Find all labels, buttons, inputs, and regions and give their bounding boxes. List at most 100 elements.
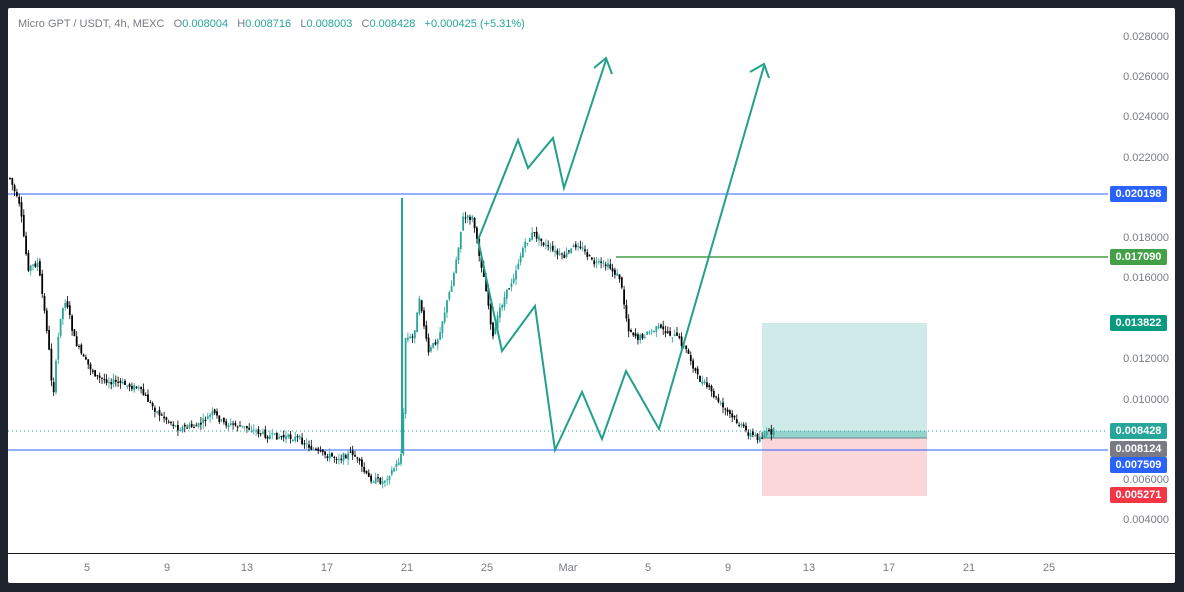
- candle-body: [248, 427, 251, 430]
- high-label: H: [237, 18, 246, 30]
- candle-body: [172, 424, 175, 426]
- candle-body: [563, 254, 566, 258]
- entry-band: [762, 431, 927, 438]
- x-tick: 25: [1042, 562, 1056, 574]
- candle-body: [538, 236, 540, 241]
- candle-body: [356, 457, 359, 459]
- candle-body: [372, 481, 375, 483]
- candle-body: [416, 312, 418, 333]
- candle-body: [209, 414, 211, 417]
- candle-body: [149, 402, 152, 404]
- candle-body: [607, 263, 609, 268]
- candle-body: [729, 410, 731, 414]
- candle-body: [255, 430, 257, 432]
- x-tick: 5: [644, 562, 652, 574]
- candle-body: [492, 322, 494, 337]
- resistance-price-tag: 0.020198: [1110, 186, 1167, 202]
- stop-zone[interactable]: [762, 438, 927, 496]
- candle-body: [565, 252, 568, 258]
- candle-body: [432, 343, 435, 348]
- projection-path-2[interactable]: [477, 65, 765, 454]
- candles-group: [9, 177, 775, 489]
- candlestick-chart[interactable]: [8, 8, 1108, 553]
- pump-candle: [401, 198, 403, 453]
- candle-body: [471, 216, 474, 220]
- candle-body: [36, 262, 39, 268]
- candle-body: [526, 243, 529, 245]
- candle-body: [294, 436, 297, 441]
- projection-path-1[interactable]: [477, 59, 607, 241]
- candle-body: [455, 259, 458, 273]
- x-tick: 21: [962, 562, 976, 574]
- candle-body: [439, 332, 441, 340]
- candle-body: [588, 255, 591, 257]
- x-tick: 13: [240, 562, 254, 574]
- symbol-label[interactable]: Micro GPT / USDT, 4h, MEXC: [18, 18, 165, 30]
- candle-body: [34, 263, 37, 267]
- candle-body: [377, 477, 379, 479]
- candle-body: [243, 426, 246, 428]
- candle-body: [485, 276, 487, 292]
- price-axis[interactable]: 0.028000 0.026000 0.024000 0.022000 0.01…: [1108, 8, 1175, 553]
- candle-body: [167, 421, 170, 423]
- candle-body: [128, 384, 131, 387]
- price-plot[interactable]: [8, 8, 1108, 553]
- target-zone[interactable]: [762, 323, 927, 438]
- candle-body: [308, 444, 310, 448]
- candle-body: [154, 407, 156, 412]
- candle-body: [112, 379, 115, 385]
- open-value: 0.008004: [182, 18, 229, 30]
- candle-body: [121, 382, 124, 384]
- candle-body: [232, 423, 234, 425]
- candle-body: [763, 434, 766, 438]
- candle-body: [89, 364, 92, 370]
- candle-body: [542, 242, 545, 246]
- chart-frame[interactable]: Micro GPT / USDT, 4h, MEXC O0.008004 H0.…: [8, 8, 1175, 583]
- candle-body: [641, 333, 644, 339]
- candle-body: [202, 418, 205, 424]
- candle-body: [87, 359, 90, 365]
- candle-body: [462, 216, 464, 231]
- candle-body: [365, 470, 368, 474]
- time-axis[interactable]: 5 9 13 17 21 25 Mar 5 9 13 17 21 25: [8, 553, 1175, 583]
- candle-body: [282, 434, 285, 438]
- candle-body: [623, 289, 625, 305]
- candle-body: [358, 458, 361, 462]
- candle-body: [499, 307, 501, 318]
- candle-body: [482, 266, 485, 278]
- candle-body: [190, 423, 193, 427]
- take-profit-price-tag: 0.013822: [1110, 315, 1167, 331]
- candle-body: [722, 402, 724, 408]
- candle-body: [48, 330, 50, 350]
- candle-body: [110, 382, 113, 385]
- y-tick: 0.018000: [1123, 232, 1169, 244]
- low-label: L: [300, 18, 307, 30]
- candle-body: [535, 231, 538, 239]
- candle-body: [43, 295, 46, 311]
- candle-body: [466, 215, 469, 218]
- entry-price-tag: 0.008124: [1110, 441, 1167, 457]
- candle-body: [752, 431, 754, 436]
- candle-body: [517, 263, 520, 269]
- candle-body: [648, 332, 651, 334]
- candle-body: [524, 241, 527, 248]
- candle-body: [133, 385, 136, 391]
- candle-body: [531, 232, 533, 240]
- candle-body: [671, 337, 674, 339]
- candle-body: [156, 411, 159, 414]
- candle-body: [708, 385, 711, 387]
- candle-body: [206, 416, 209, 420]
- candle-body: [660, 324, 662, 328]
- candle-body: [609, 264, 612, 269]
- candle-body: [246, 426, 248, 429]
- candle-body: [453, 272, 455, 286]
- candle-body: [73, 329, 76, 337]
- candle-body: [103, 379, 106, 381]
- candle-body: [16, 191, 18, 197]
- candle-body: [379, 478, 382, 484]
- candle-body: [770, 429, 773, 435]
- candle-body: [82, 354, 85, 357]
- candle-body: [66, 301, 69, 308]
- candle-body: [519, 255, 522, 263]
- candle-body: [319, 450, 322, 452]
